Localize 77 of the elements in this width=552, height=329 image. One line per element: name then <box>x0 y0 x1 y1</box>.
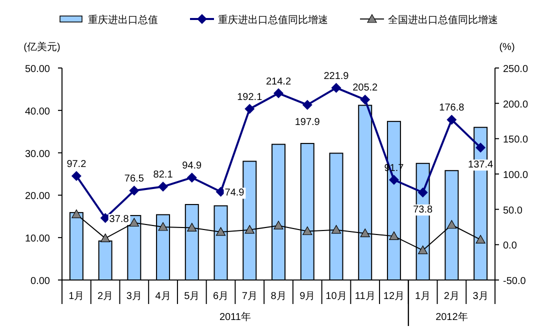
point <box>388 174 399 185</box>
point <box>476 234 486 244</box>
point <box>187 222 197 232</box>
legend-label: 全国进出口总值同比增速 <box>388 14 498 26</box>
point <box>244 225 254 234</box>
y2-tick-label: 250.0 <box>503 64 528 75</box>
x-tick-label: 3月 <box>126 291 142 302</box>
x-tick-label: 8月 <box>270 291 286 302</box>
x-tick-label: 3月 <box>472 291 488 302</box>
y2-tick-label: 100.0 <box>503 170 528 181</box>
data-label: 205.2 <box>352 82 378 94</box>
y2-tick-label: 50.0 <box>503 205 523 216</box>
y-tick-label: 10.00 <box>24 234 50 245</box>
y-tick-label: 50.00 <box>24 64 50 75</box>
point <box>302 226 312 236</box>
x-tick-label: 1月 <box>68 291 84 302</box>
y2-tick-label: 150.0 <box>503 134 528 146</box>
x-tick-label: 12月 <box>383 291 405 302</box>
x-tick-label: 2月 <box>98 291 114 302</box>
point <box>360 228 370 238</box>
y2-tick-label: -50.0 <box>503 276 526 287</box>
data-label: 94.9 <box>182 160 202 172</box>
point <box>331 225 342 234</box>
text: 2011年 <box>219 311 251 323</box>
point <box>158 182 168 192</box>
point <box>446 220 456 229</box>
y2-tick-label: 200.0 <box>503 99 528 110</box>
point <box>418 188 428 198</box>
y-axis-title: (亿美元) <box>24 41 60 53</box>
data-label: 176.8 <box>439 102 465 114</box>
point <box>389 231 399 240</box>
x-tick-label: 2月 <box>444 291 460 302</box>
data-label: 221.9 <box>324 70 350 82</box>
point <box>360 94 370 105</box>
point <box>129 186 140 196</box>
y-tick-label: 40.00 <box>24 106 50 118</box>
data-label: 214.2 <box>266 76 292 88</box>
y2-axis-title: (%) <box>499 42 515 53</box>
text: 2012年 <box>436 311 468 323</box>
point <box>186 172 197 183</box>
point <box>302 100 312 110</box>
data-label: 137.4 <box>468 160 494 171</box>
y-tick-label: 30.00 <box>24 148 50 160</box>
data-label: 74.9 <box>224 188 245 199</box>
point <box>418 246 428 254</box>
point <box>244 104 255 114</box>
x-tick-label: 7月 <box>242 291 258 302</box>
data-label: 37.8 <box>109 214 130 225</box>
point <box>100 234 110 242</box>
y2-tick-label: 0.0 <box>503 240 518 252</box>
point <box>274 88 284 98</box>
point <box>274 220 284 230</box>
point <box>129 218 139 227</box>
point <box>331 82 342 93</box>
legend-label: 重庆进出口总值 <box>88 14 158 26</box>
data-label: 73.8 <box>413 204 433 216</box>
x-tick-label: 6月 <box>212 291 229 302</box>
point <box>72 209 82 218</box>
y-tick-label: 0.00 <box>30 276 50 287</box>
point <box>476 142 486 153</box>
x-tick-label: 1月 <box>415 291 431 302</box>
point <box>71 170 82 181</box>
x-tick-label: 9月 <box>300 291 316 302</box>
x-tick-label: 4月 <box>155 291 171 302</box>
x-tick-label: 5月 <box>184 291 200 302</box>
y-tick-label: 20.00 <box>24 191 50 202</box>
data-label: 197.9 <box>294 116 320 128</box>
point <box>216 227 226 236</box>
legend-label: 重庆进出口总值同比增速 <box>218 14 328 26</box>
data-label: 192.1 <box>237 92 263 103</box>
point <box>446 114 457 125</box>
point <box>158 222 168 231</box>
data-label: 97.2 <box>66 158 87 170</box>
x-tick-label: 11月 <box>354 291 376 302</box>
x-tick-label: 10月 <box>326 291 347 302</box>
data-label: 76.5 <box>124 174 144 185</box>
data-label: 82.1 <box>153 170 174 181</box>
